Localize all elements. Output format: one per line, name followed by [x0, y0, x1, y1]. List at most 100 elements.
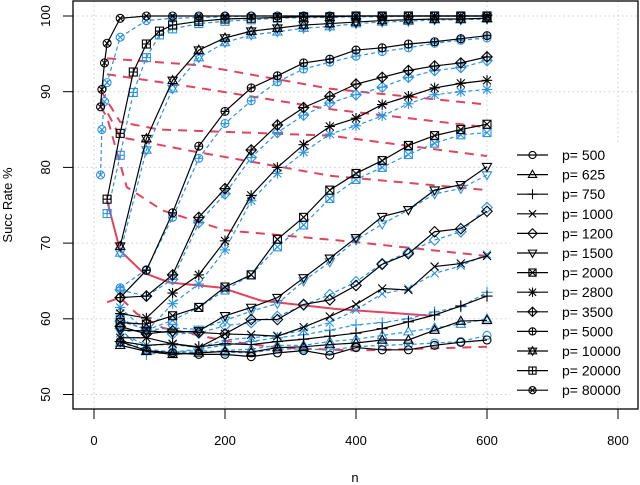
data-point-triangle-up: [114, 339, 126, 350]
data-point-circle-x: [377, 11, 387, 21]
legend-marker-plus: [527, 189, 538, 200]
data-point-triangle-up: [298, 340, 310, 351]
data-point-diamond-plus: [428, 59, 441, 72]
data-point-diamond-plus: [350, 78, 362, 91]
data-point-circle: [325, 350, 335, 360]
legend-label: p= 500: [562, 147, 605, 163]
data-point-diamond-plus: [454, 56, 467, 69]
x-tick-label: 800: [607, 433, 629, 448]
legend-marker-x: [528, 209, 537, 218]
data-point-square-plus: [141, 39, 151, 49]
data-point-diamond: [350, 279, 362, 292]
legend-marker-triangle-up: [527, 169, 538, 179]
primary-series-line: [120, 56, 488, 299]
data-point-circle-plus: [141, 265, 151, 275]
data-point-circle-plus: [456, 34, 466, 44]
secondary-series-line: [119, 291, 488, 356]
y-tick-label: 50: [38, 387, 53, 401]
data-point-triangle-up: [455, 318, 467, 328]
legend-item: p= 3500: [517, 304, 613, 320]
data-point-circle-plus: [299, 58, 309, 68]
data-point-triangle-up: [429, 321, 441, 332]
data-point-diamond: [323, 293, 336, 306]
data-point-square-x: [325, 193, 335, 203]
data-point-x: [351, 300, 361, 309]
data-point-triangle-down: [481, 162, 493, 173]
data-point-circle-plus: [351, 45, 361, 55]
legend-marker-circle-x: [528, 386, 537, 395]
data-point-circle-plus: [194, 141, 204, 151]
data-point-x: [456, 259, 466, 268]
y-tick-label: 70: [38, 236, 53, 250]
secondary-series-2800: [115, 84, 493, 337]
secondary-series-line: [119, 88, 488, 333]
data-point-diamond: [428, 225, 441, 238]
legend-label: p= 80000: [562, 382, 621, 398]
data-point-triangle-down: [271, 293, 283, 304]
data-point-asterisk: [377, 99, 388, 110]
primary-series-2800: [115, 75, 493, 324]
contour-dashed-line: [99, 106, 488, 257]
data-point-plus: [376, 323, 388, 335]
data-point-circle-x: [272, 11, 282, 21]
data-point-plus: [350, 327, 362, 339]
data-point-diamond: [219, 319, 231, 332]
data-point-square-plus: [154, 26, 165, 36]
legend-item: p= 1500: [517, 245, 613, 261]
data-point-diamond: [481, 201, 493, 214]
data-point-circle-x: [299, 11, 309, 21]
data-point-circle: [482, 330, 492, 341]
data-point-asterisk: [324, 121, 335, 132]
data-point-circle-x: [168, 11, 178, 21]
y-tick-label: 80: [38, 160, 53, 174]
data-point-star-of-david: [114, 240, 126, 253]
data-point-x: [299, 322, 308, 332]
data-point-triangle-down: [219, 316, 231, 327]
legend-marker-triangle-down: [527, 249, 538, 259]
data-point-diamond: [454, 222, 467, 235]
data-point-star-of-david: [298, 19, 310, 31]
data-point-triangle-up: [298, 339, 310, 350]
data-point-asterisk: [481, 75, 493, 86]
data-point-square-x: [168, 311, 178, 321]
data-point-circle-plus: [115, 283, 125, 293]
data-point-asterisk: [167, 298, 178, 309]
data-point-diamond: [271, 310, 284, 323]
data-point-triangle-down: [298, 274, 310, 284]
legend-marker-asterisk: [527, 287, 538, 297]
data-point-circle-plus: [168, 208, 178, 218]
data-point-x: [377, 284, 387, 293]
data-point-diamond-plus: [350, 88, 362, 101]
data-point-diamond: [245, 313, 258, 326]
legend-item: p= 750: [517, 186, 605, 202]
legend-label: p= 5000: [562, 323, 613, 339]
data-point-square-x: [377, 156, 387, 166]
data-point-diamond-plus: [166, 268, 179, 281]
data-point-asterisk: [219, 244, 231, 256]
data-point-asterisk: [193, 278, 204, 290]
data-point-diamond-plus: [245, 144, 258, 156]
data-point-circle: [430, 338, 440, 348]
data-point-circle-plus: [115, 293, 125, 303]
data-point-diamond-plus: [219, 182, 231, 195]
data-point-plus: [219, 338, 231, 350]
data-point-square-plus: [128, 87, 138, 98]
data-point-x: [142, 333, 151, 343]
legend-label: p= 3500: [562, 304, 613, 320]
data-point-square-plus: [102, 194, 112, 204]
legend-label: p= 2000: [562, 265, 613, 281]
legend-label: p= 1200: [562, 225, 613, 241]
primary-series-line: [120, 319, 488, 355]
data-point-diamond-plus: [297, 101, 310, 114]
data-point-circle-x: [96, 170, 106, 180]
data-point-asterisk: [193, 269, 204, 281]
secondary-series-line: [120, 318, 488, 354]
data-point-x: [430, 262, 439, 271]
data-point-square-x: [430, 138, 440, 148]
data-point-triangle-down: [350, 236, 362, 246]
contour-dashed-line: [99, 98, 488, 192]
data-point-diamond: [428, 234, 441, 247]
legend-item: p= 2800: [517, 284, 613, 300]
data-point-circle-x: [102, 78, 112, 88]
